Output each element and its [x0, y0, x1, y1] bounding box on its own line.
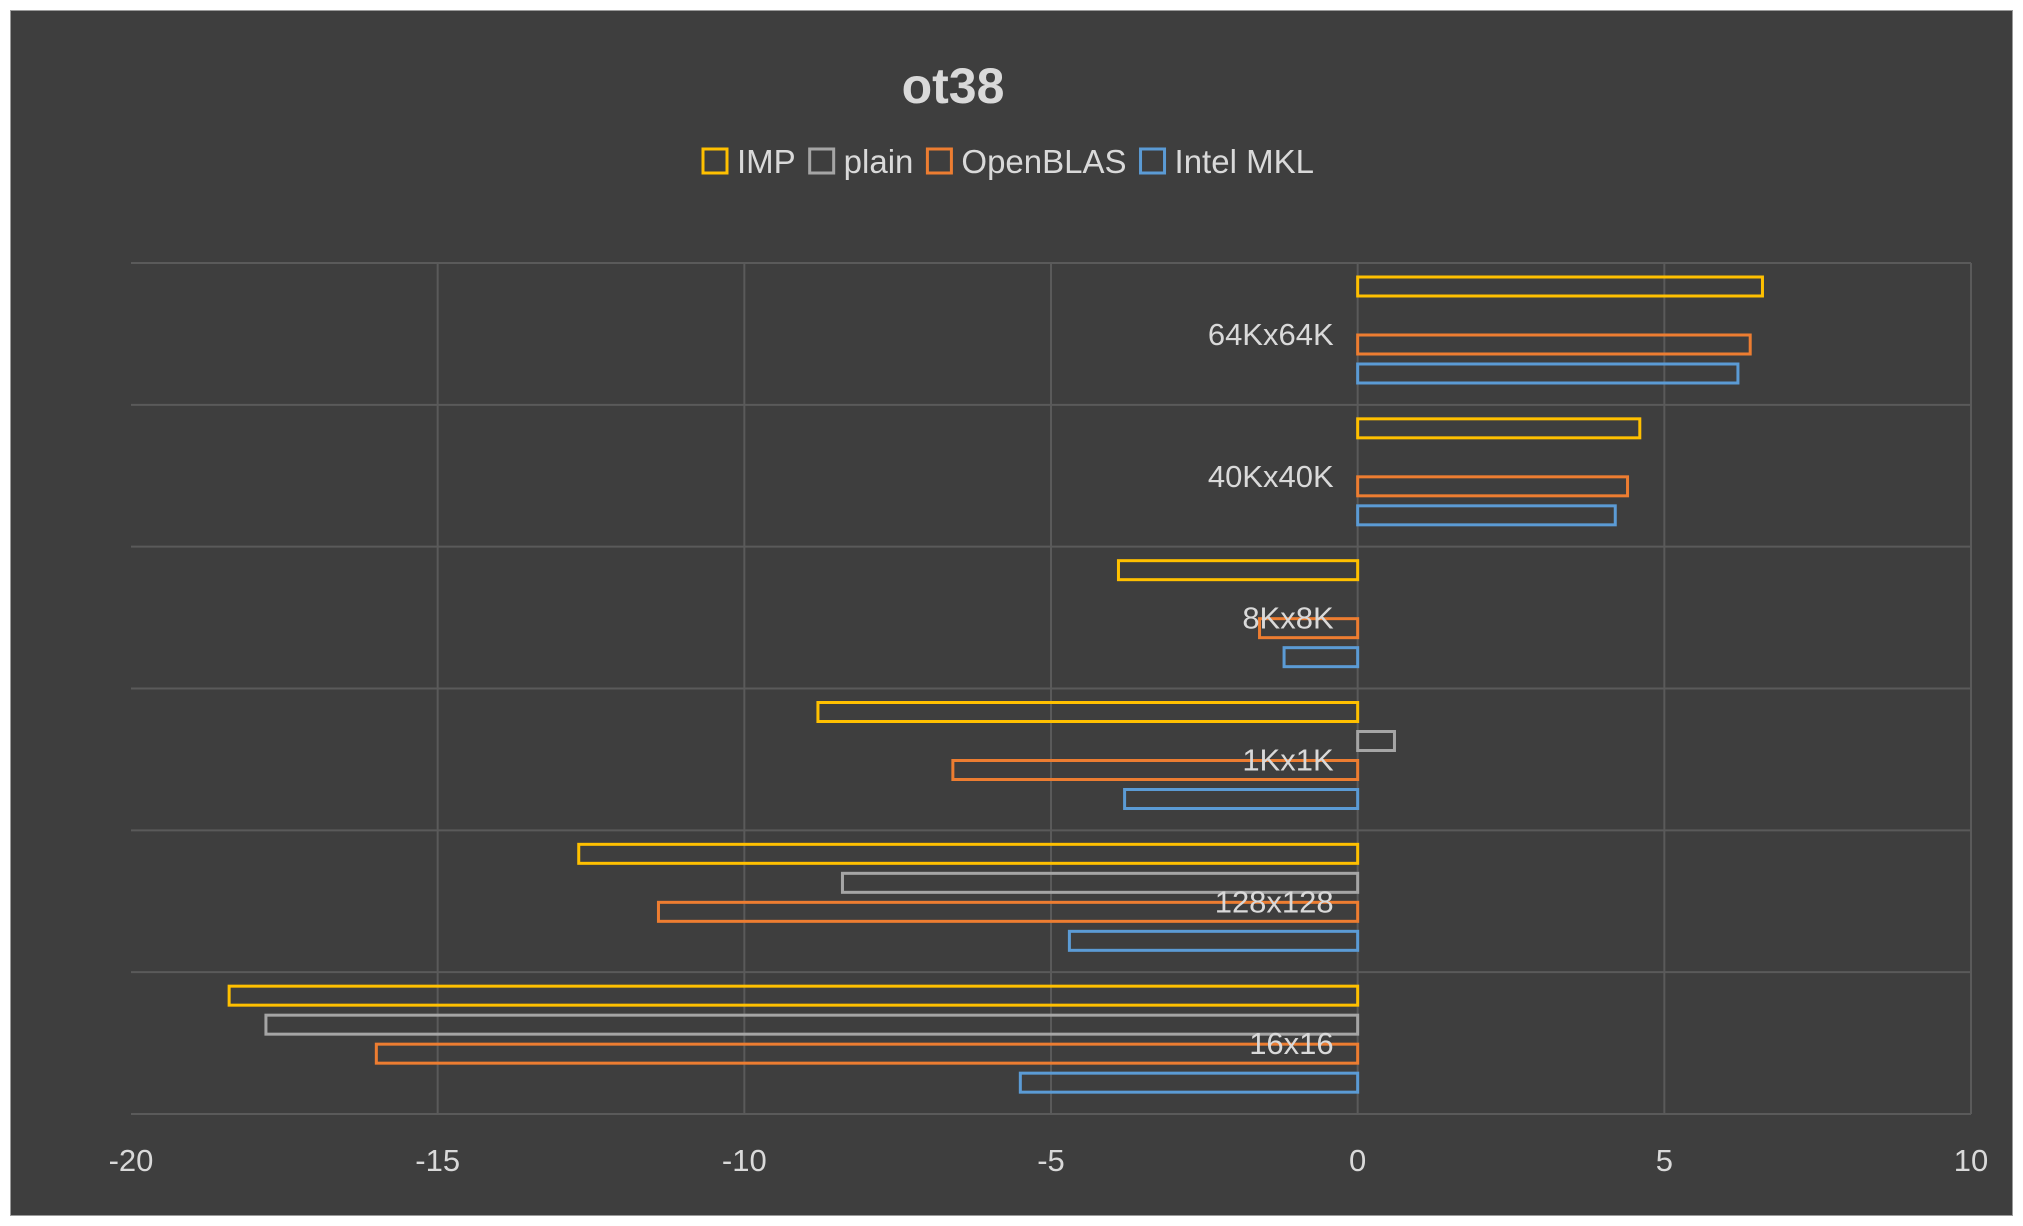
legend-label: Intel MKL — [1175, 143, 1314, 180]
bar-intel-mkl-128x128 — [1067, 929, 1360, 952]
bar-plain-128x128 — [840, 871, 1360, 894]
legend-swatch — [925, 147, 953, 175]
bar-imp-16x16 — [227, 984, 1360, 1007]
bar-imp-40kx40k — [1356, 417, 1642, 440]
category-label: 64Kx64K — [1208, 317, 1334, 352]
bar-openblas-8kx8k — [1258, 617, 1360, 640]
legend-swatch — [808, 147, 836, 175]
x-tick-label: -15 — [415, 1143, 460, 1178]
bar-intel-mkl-8kx8k — [1282, 646, 1360, 669]
bar-openblas-64kx64k — [1356, 333, 1752, 356]
legend-item-intel-mkl: Intel MKL — [1139, 143, 1314, 180]
bar-intel-mkl-1kx1k — [1123, 788, 1360, 810]
bar-openblas-40kx40k — [1356, 475, 1630, 498]
chart-svg: ot38 IMP plain OpenBLAS Intel MKL 64Kx64K 40… — [109, 58, 1989, 1178]
legend-swatch — [701, 147, 729, 175]
x-tick-label: -10 — [722, 1143, 767, 1178]
legend-swatch — [1139, 147, 1167, 175]
chart-title: ot38 — [902, 58, 1005, 114]
bar-intel-mkl-40kx40k — [1356, 504, 1617, 527]
legend-item-openblas: OpenBLAS — [925, 143, 1127, 180]
x-tick-label: 0 — [1349, 1143, 1366, 1178]
category-label: 16x16 — [1249, 1026, 1333, 1061]
x-tick-labels: -20 -15 -10 -5 0 5 10 — [109, 1143, 1989, 1178]
legend-item-imp: IMP — [701, 143, 796, 180]
legend-item-plain: plain — [808, 143, 914, 180]
legend-label: IMP — [737, 143, 796, 180]
bar-intel-mkl-64kx64k — [1356, 362, 1740, 385]
category-label: 1Kx1K — [1242, 742, 1334, 777]
bar-intel-mkl-16x16 — [1018, 1071, 1360, 1094]
bar-plain-1kx1k — [1356, 730, 1396, 752]
gridlines — [131, 262, 1972, 1115]
bar-imp-128x128 — [577, 842, 1360, 865]
bar-openblas-128x128 — [656, 900, 1360, 923]
x-tick-label: 5 — [1656, 1143, 1673, 1178]
category-label: 128x128 — [1215, 884, 1334, 919]
chart-frame: ot38 IMP plain OpenBLAS Intel MKL 64Kx64K 40… — [10, 10, 2013, 1216]
bar-openblas-16x16 — [374, 1042, 1360, 1065]
bars — [227, 275, 1764, 1094]
category-label: 8Kx8K — [1242, 601, 1334, 636]
bar-openblas-1kx1k — [951, 759, 1360, 781]
bar-imp-8kx8k — [1116, 559, 1360, 582]
category-labels: 64Kx64K 40Kx40K 8Kx8K 1Kx1K 128x128 16x16 — [1208, 317, 1334, 1061]
bar-imp-1kx1k — [816, 701, 1360, 723]
legend-label: plain — [844, 143, 914, 180]
bar-plain-16x16 — [264, 1013, 1360, 1036]
bar-imp-64kx64k — [1356, 275, 1764, 298]
x-tick-label: -5 — [1037, 1143, 1065, 1178]
x-tick-label: -20 — [109, 1143, 154, 1178]
category-label: 40Kx40K — [1208, 459, 1334, 494]
legend-label: OpenBLAS — [961, 143, 1126, 180]
x-tick-label: 10 — [1954, 1143, 1988, 1178]
legend: IMP plain OpenBLAS Intel MKL — [701, 143, 1314, 180]
